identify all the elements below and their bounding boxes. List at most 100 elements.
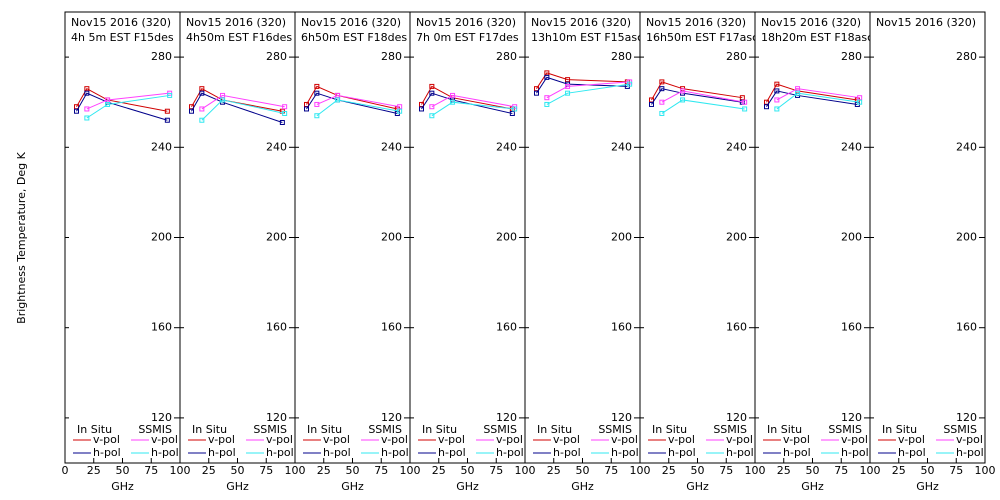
point	[304, 101, 309, 107]
legend-label: h-pol	[956, 446, 984, 459]
point	[164, 117, 170, 123]
point	[659, 110, 665, 116]
legend-label: v-pol	[898, 433, 925, 446]
legend-label: h-pol	[611, 446, 639, 459]
x-tick-label: 50	[691, 464, 705, 477]
legend-label: v-pol	[496, 433, 523, 446]
point	[534, 86, 539, 92]
legend-label: v-pol	[151, 433, 178, 446]
y-tick-label: 200	[726, 231, 747, 244]
x-tick-label: 25	[892, 464, 906, 477]
point	[857, 95, 863, 101]
x-tick-label: 25	[432, 464, 446, 477]
y-axis-label: Brightness Temperature, Deg K	[15, 151, 28, 323]
x-axis-label: GHz	[916, 480, 939, 493]
panel-title: Nov15 2016 (320)	[416, 16, 516, 29]
y-tick-label: 200	[496, 231, 517, 244]
legend-group: In Situ	[192, 423, 227, 436]
point	[649, 97, 654, 103]
point	[565, 90, 571, 96]
point	[199, 106, 205, 112]
point	[84, 90, 90, 96]
legend-group: In Situ	[882, 423, 917, 436]
point	[774, 97, 780, 103]
series-line	[306, 85, 398, 110]
point	[84, 86, 90, 92]
legend-label: v-pol	[841, 433, 868, 446]
point	[739, 95, 745, 101]
series-line	[431, 94, 515, 108]
legend-label: v-pol	[323, 433, 350, 446]
legend-group: In Situ	[77, 423, 112, 436]
x-tick-label: 75	[604, 464, 618, 477]
panel-subtitle: 4h50m EST F16des	[186, 31, 292, 44]
y-tick-label: 160	[611, 321, 632, 334]
legend-label: h-pol	[783, 446, 811, 459]
legend-label: h-pol	[553, 446, 581, 459]
legend-label: h-pol	[93, 446, 121, 459]
y-tick-label: 200	[956, 231, 977, 244]
panel-title: Nov15 2016 (320)	[186, 16, 286, 29]
series-line	[86, 92, 170, 110]
series-line	[306, 92, 398, 114]
series-line	[316, 94, 400, 108]
y-tick-label: 240	[611, 140, 632, 153]
point	[397, 108, 403, 114]
series-line	[766, 90, 858, 107]
point	[429, 83, 435, 89]
point	[199, 117, 205, 123]
x-tick-label: 25	[662, 464, 676, 477]
panel: Nov15 2016 (320) 13h10m EST F15asc In Situ…	[531, 16, 640, 459]
y-tick-label: 280	[266, 50, 287, 63]
panel-subtitle: 7h 0m EST F17des	[416, 31, 519, 44]
panel: Nov15 2016 (320) 18h20m EST F18asc In Situ…	[761, 16, 870, 459]
series-line	[546, 83, 630, 105]
y-tick-label: 280	[841, 50, 862, 63]
legend-group: SSMIS	[138, 423, 172, 436]
y-tick-label: 280	[611, 50, 632, 63]
y-tick-label: 200	[841, 231, 862, 244]
point	[659, 86, 665, 92]
legend-label: h-pol	[726, 446, 754, 459]
legend-label: h-pol	[323, 446, 351, 459]
legend-group: SSMIS	[598, 423, 632, 436]
point	[397, 104, 403, 110]
y-tick-label: 280	[381, 50, 402, 63]
series-line	[76, 92, 168, 121]
point	[450, 99, 456, 105]
legend-label: v-pol	[381, 433, 408, 446]
x-tick-label: 75	[489, 464, 503, 477]
y-tick-label: 160	[726, 321, 747, 334]
y-tick-label: 240	[151, 140, 172, 153]
series-line	[191, 87, 283, 112]
point	[189, 108, 194, 114]
x-tick-label: 25	[547, 464, 561, 477]
legend-label: h-pol	[208, 446, 236, 459]
x-axis-label: GHz	[686, 480, 709, 493]
y-tick-label: 160	[841, 321, 862, 334]
legend-group: SSMIS	[483, 423, 517, 436]
y-tick-label: 160	[381, 321, 402, 334]
y-tick-label: 240	[841, 140, 862, 153]
x-tick-label: 75	[719, 464, 733, 477]
point	[544, 95, 550, 101]
legend-label: h-pol	[496, 446, 524, 459]
legend-label: h-pol	[151, 446, 179, 459]
x-tick-label: 50	[806, 464, 820, 477]
y-tick-label: 120	[381, 411, 402, 424]
legend-label: v-pol	[668, 433, 695, 446]
point	[774, 106, 780, 112]
x-axis-label: GHz	[226, 480, 249, 493]
x-tick-label: 75	[259, 464, 273, 477]
x-tick-label: 0	[62, 464, 69, 477]
legend-group: In Situ	[537, 423, 572, 436]
x-tick-label: 100	[860, 464, 881, 477]
x-axis-label: GHz	[456, 480, 479, 493]
point	[544, 101, 550, 107]
series-line	[201, 99, 285, 121]
legend-label: v-pol	[93, 433, 120, 446]
x-tick-label: 75	[374, 464, 388, 477]
